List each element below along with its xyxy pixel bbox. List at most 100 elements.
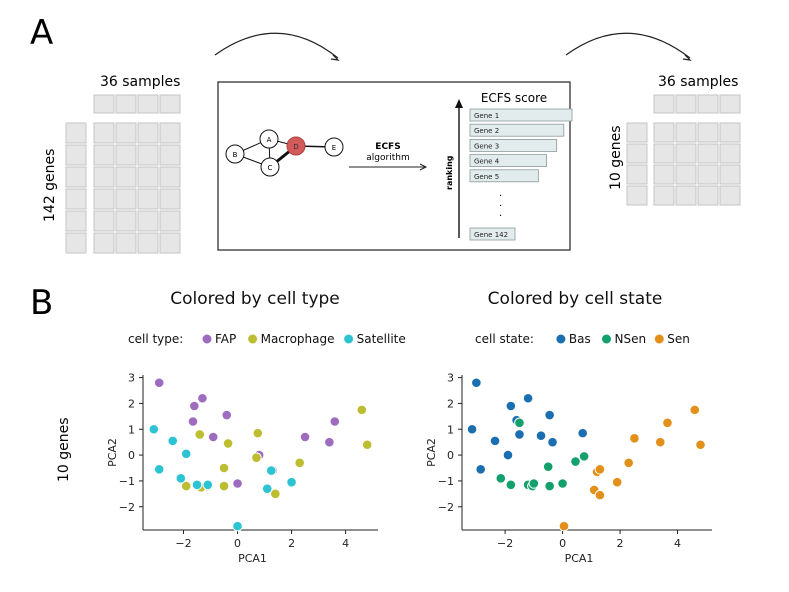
matrix-cell (115, 144, 137, 166)
method-arrowhead (419, 163, 428, 171)
right-header-row (653, 94, 741, 114)
matrix-cell (719, 164, 741, 185)
y-tick-label: 2 (128, 397, 135, 410)
data-point-macrophage (180, 480, 192, 492)
data-point-sen (558, 520, 570, 532)
legend-entry: Sen (667, 332, 690, 346)
gene-label: Gene 2 (474, 127, 499, 135)
data-point-nsen (528, 478, 540, 489)
data-point-nsen (542, 461, 554, 473)
matrix-cell (93, 188, 115, 210)
data-point-satellite (191, 479, 203, 491)
matrix-cell (675, 185, 697, 206)
gene-bar-last (469, 227, 516, 241)
gene-label: Gene 5 (474, 173, 499, 181)
y-tick-label: 1 (447, 423, 454, 436)
data-point-nsen (514, 417, 525, 429)
node-label-b: B (233, 151, 238, 159)
matrix-cell (115, 210, 137, 232)
data-point-fap (207, 431, 219, 443)
matrix-cell (137, 166, 159, 188)
data-point-macrophage (361, 439, 373, 451)
matrix-cell (93, 210, 115, 232)
arc-arrowhead-right (682, 54, 692, 61)
x-tick-label: 2 (617, 537, 624, 550)
matrix-cell (65, 188, 87, 210)
gene-bar (469, 138, 558, 152)
x-tick-label: 2 (288, 537, 295, 550)
chart-title: Colored by cell state (488, 289, 663, 309)
arc-arrow-right (565, 32, 691, 59)
data-point-fap (187, 416, 199, 427)
matrix-cell (93, 94, 115, 114)
legend-entry: FAP (215, 332, 236, 346)
x-axis-label: PCA1 (238, 552, 267, 565)
data-point-bas (471, 377, 482, 389)
matrix-cell (653, 143, 675, 164)
data-point-satellite (266, 465, 277, 476)
matrix-cell (137, 94, 159, 114)
right-header-col (626, 122, 648, 206)
gene-bar (469, 108, 573, 122)
data-point-macrophage (218, 480, 230, 492)
data-point-fap (189, 400, 200, 412)
data-point-satellite (180, 448, 192, 460)
y-tick-label: 2 (447, 397, 454, 410)
data-point-nsen (495, 473, 507, 484)
left-genes-label: 142 genes (42, 149, 58, 222)
matrix-cell (159, 210, 181, 232)
matrix-cell (675, 164, 697, 185)
data-point-macrophage (252, 427, 264, 439)
matrix-cell (137, 188, 159, 210)
gene-bar (469, 123, 565, 137)
data-point-satellite (167, 435, 179, 447)
data-point-fap (299, 431, 311, 443)
data-point-nsen (505, 479, 517, 491)
gene-label: Gene 3 (474, 142, 499, 150)
x-tick-label: 4 (674, 537, 681, 550)
data-point-satellite (175, 473, 187, 484)
y-tick-label: 0 (447, 449, 454, 462)
matrix-cell (697, 143, 719, 164)
data-point-fap (153, 377, 165, 389)
y-tick-label: −1 (119, 475, 135, 488)
data-point-bas (514, 429, 525, 440)
ranking-arrowhead (455, 99, 463, 108)
matrix-cell (719, 185, 741, 206)
matrix-cell (137, 122, 159, 144)
node-e (324, 137, 344, 157)
gene-score-bars: Gene 1 Gene 2 Gene 3 Gene 4 Gene 5 (469, 108, 573, 183)
matrix-cell (137, 210, 159, 232)
data-point-bas (466, 423, 478, 435)
matrix-cell (719, 143, 741, 164)
right-samples-label: 36 samples (658, 74, 738, 90)
y-tick-label: 3 (128, 372, 135, 385)
gene-label: Gene 1 (474, 112, 499, 120)
y-tick-label: −1 (438, 475, 454, 488)
matrix-cell (159, 94, 181, 114)
y-tick-label: 3 (447, 372, 454, 385)
matrix-cell (697, 94, 719, 114)
data-point-nsen (544, 480, 555, 492)
y-tick-label: −2 (119, 501, 135, 514)
left-matrix-body (93, 122, 181, 254)
data-point-bas (544, 409, 555, 421)
node-d (286, 136, 306, 156)
data-point-fap (221, 409, 233, 421)
ranking-label: ranking (445, 155, 454, 190)
data-point-macrophage (194, 429, 206, 440)
node-c (260, 157, 280, 177)
right-genes-label: 10 genes (608, 125, 624, 190)
x-tick-label: −2 (175, 537, 191, 550)
data-point-sen (623, 457, 634, 469)
arc-arrowhead-left (330, 54, 340, 61)
data-point-satellite (202, 479, 214, 491)
matrix-cell (159, 188, 181, 210)
x-tick-label: 0 (234, 537, 241, 550)
y-axis-label: PCA2 (425, 438, 438, 467)
data-point-macrophage (356, 404, 368, 416)
matrix-cell (65, 210, 87, 232)
x-tick-label: −2 (497, 537, 513, 550)
data-point-bas (475, 463, 486, 475)
matrix-cell (697, 122, 719, 143)
